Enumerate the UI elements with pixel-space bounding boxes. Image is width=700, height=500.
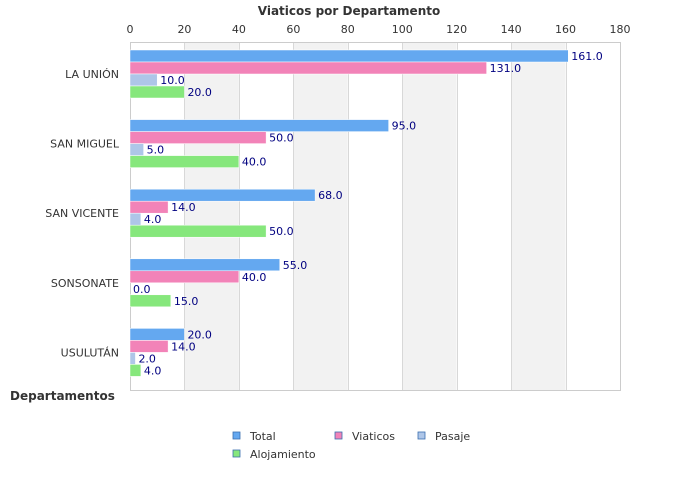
- bar: [129, 61, 487, 75]
- bar: [129, 143, 144, 156]
- bar: [129, 352, 136, 365]
- data-label: 40.0: [242, 271, 267, 284]
- x-tick-label: 120: [446, 23, 467, 36]
- data-label: 20.0: [187, 86, 212, 99]
- x-tick-label: 140: [501, 23, 522, 36]
- grid-band: [565, 42, 620, 390]
- data-label: 68.0: [318, 189, 343, 202]
- grid-band: [511, 42, 566, 390]
- data-label: 14.0: [171, 201, 196, 214]
- y-tick-label: SAN VICENTE: [45, 207, 119, 220]
- legend-swatch: [232, 431, 241, 440]
- data-label: 131.0: [490, 62, 521, 75]
- y-tick-label: SONSONATE: [51, 277, 119, 290]
- bar: [129, 340, 169, 353]
- bar: [129, 364, 142, 377]
- bar: [129, 85, 185, 99]
- data-label: 4.0: [144, 213, 162, 226]
- data-label: 5.0: [147, 144, 165, 157]
- x-tick-label: 40: [232, 23, 246, 36]
- bar: [129, 49, 569, 63]
- bar: [129, 212, 142, 226]
- bar: [129, 188, 316, 202]
- y-tick-label: USULUTÁN: [61, 346, 119, 359]
- bar: [129, 119, 389, 132]
- legend-label: Viaticos: [352, 430, 395, 443]
- legend-label: Total: [249, 430, 276, 443]
- bar: [129, 73, 158, 87]
- bar: [129, 294, 172, 308]
- x-tick-label: 160: [555, 23, 576, 36]
- bar: [129, 328, 185, 341]
- data-label: 10.0: [160, 74, 185, 87]
- chart-title: Viaticos por Departamento: [258, 4, 440, 18]
- x-tick-label: 20: [177, 23, 191, 36]
- bar: [129, 155, 240, 168]
- legend-swatch: [334, 431, 343, 440]
- bar: [129, 131, 267, 144]
- data-label: 55.0: [283, 259, 308, 272]
- grid-band: [238, 42, 294, 390]
- x-tick-label: 60: [286, 23, 300, 36]
- bar: [129, 270, 240, 284]
- grid-band: [293, 42, 348, 390]
- data-label: 14.0: [171, 340, 196, 353]
- y-tick-label: LA UNIÓN: [65, 68, 119, 81]
- legend-swatch: [232, 449, 241, 458]
- data-label: 50.0: [269, 132, 294, 145]
- grid-band: [456, 42, 512, 390]
- grid-band: [402, 42, 457, 390]
- bar: [129, 258, 280, 272]
- data-label: 20.0: [187, 328, 212, 341]
- grid-band: [184, 42, 239, 390]
- data-label: 95.0: [392, 120, 417, 133]
- grid-band: [347, 42, 403, 390]
- x-tick-label: 100: [392, 23, 413, 36]
- data-label: 161.0: [571, 50, 603, 63]
- data-label: 0.0: [133, 283, 151, 296]
- data-label: 2.0: [138, 352, 156, 365]
- data-label: 4.0: [144, 364, 162, 377]
- data-label: 15.0: [174, 295, 199, 308]
- legend-label: Pasaje: [435, 430, 470, 443]
- x-tick-label: 0: [127, 23, 134, 36]
- data-label: 40.0: [242, 156, 267, 169]
- y-axis-label: Departamentos: [10, 389, 115, 403]
- x-tick-label: 80: [341, 23, 355, 36]
- bar: [129, 200, 169, 214]
- bar: [129, 224, 267, 238]
- y-tick-label: SAN MIGUEL: [50, 138, 120, 151]
- legend-swatch: [417, 431, 426, 440]
- data-label: 50.0: [269, 225, 294, 238]
- legend-label: Alojamiento: [250, 448, 316, 461]
- x-tick-label: 180: [610, 23, 631, 36]
